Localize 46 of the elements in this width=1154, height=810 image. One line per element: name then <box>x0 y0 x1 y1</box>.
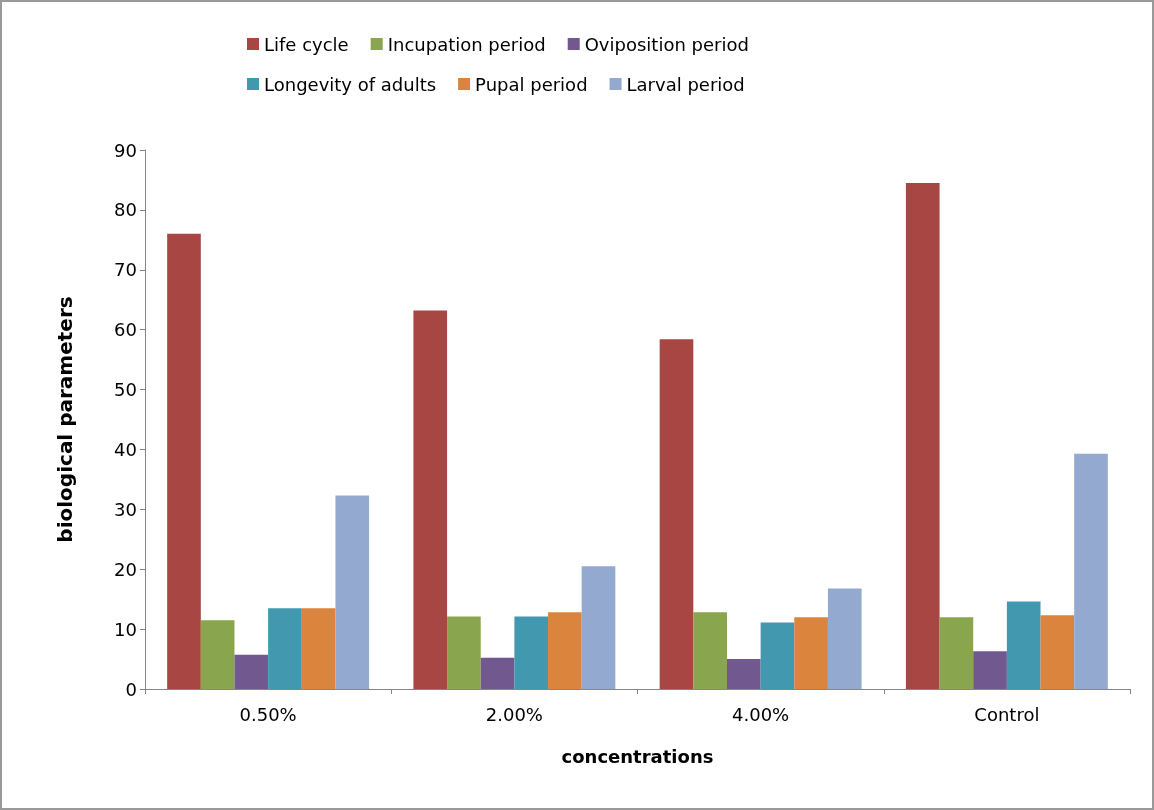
y-tick-label: 60 <box>114 319 137 341</box>
bar <box>693 612 727 689</box>
bar <box>939 617 974 689</box>
y-axis-title: biological parameters <box>53 296 77 543</box>
legend-label: Oviposition period <box>584 33 749 55</box>
y-tick-label: 50 <box>114 379 137 401</box>
bar <box>726 659 761 689</box>
y-tick-label: 30 <box>114 498 137 520</box>
y-tick-label: 0 <box>125 678 137 700</box>
bar <box>1040 615 1075 689</box>
legend-label: Longevity of adults <box>264 73 437 95</box>
x-tick-label: 4.00% <box>732 703 790 725</box>
bar <box>794 617 828 689</box>
x-axis-title: concentrations <box>561 745 714 767</box>
x-tick-label: 0.50% <box>239 703 297 725</box>
y-tick-label: 20 <box>114 558 137 580</box>
bar <box>268 608 302 689</box>
bar <box>413 310 448 689</box>
legend-label: Larval period <box>626 73 745 95</box>
legend-label: Pupal period <box>475 73 588 95</box>
y-tick-label: 90 <box>114 139 137 161</box>
bar <box>973 651 1007 689</box>
x-tick-label: 2.00% <box>485 703 543 725</box>
y-tick-label: 10 <box>114 618 137 640</box>
legend-label: Incupation period <box>387 33 546 55</box>
bar <box>548 612 582 689</box>
bar <box>301 608 336 689</box>
bar <box>447 616 481 689</box>
bar <box>1006 601 1041 689</box>
bar <box>905 182 940 689</box>
bar <box>480 657 515 689</box>
bar <box>827 588 862 689</box>
y-tick-label: 70 <box>114 259 137 281</box>
bar <box>200 620 235 689</box>
bar <box>1074 453 1108 689</box>
bar <box>335 495 370 689</box>
bar <box>760 622 795 689</box>
bar <box>581 566 616 689</box>
bar <box>234 654 269 689</box>
y-tick-label: 80 <box>114 199 137 221</box>
bar <box>167 233 201 689</box>
legend-label: Life cycle <box>264 33 349 55</box>
y-tick-label: 40 <box>114 438 137 460</box>
bar <box>514 616 549 689</box>
bar <box>659 339 694 689</box>
x-tick-label: Control <box>974 703 1040 725</box>
